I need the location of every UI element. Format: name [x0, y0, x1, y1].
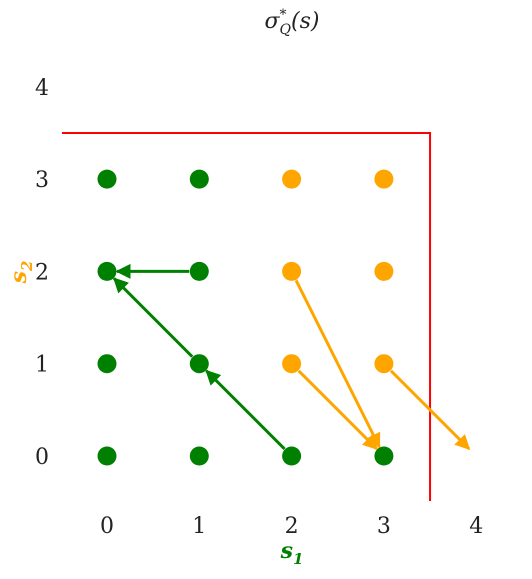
transition-arrow-4	[297, 369, 378, 450]
state-point-0-3	[97, 169, 117, 189]
y-axis-label: s2	[6, 261, 36, 285]
state-point-1-1	[189, 354, 209, 374]
x-tick-0: 0	[100, 514, 114, 539]
boundary-layer	[62, 131, 432, 501]
arrow-layer	[113, 263, 471, 450]
x-tick-2: 2	[285, 514, 299, 539]
state-point-3-3	[374, 169, 394, 189]
y-tick-1: 1	[35, 353, 49, 378]
y-tick-4: 4	[35, 76, 49, 101]
state-point-0-0	[97, 446, 117, 466]
point-layer	[97, 169, 394, 466]
x-axis-label: s1	[280, 538, 304, 568]
transition-arrow-3	[294, 279, 381, 449]
state-point-3-1	[374, 354, 394, 374]
y-tick-labels: 0 1 2 3 4	[35, 76, 49, 470]
transition-arrow-2	[205, 369, 286, 450]
state-point-3-0	[374, 446, 394, 466]
state-point-2-2	[282, 261, 302, 281]
state-point-2-1	[282, 354, 302, 374]
x-tick-4: 4	[469, 514, 483, 539]
state-point-1-2	[189, 261, 209, 281]
state-point-1-3	[189, 169, 209, 189]
state-point-3-2	[374, 261, 394, 281]
y-tick-2: 2	[35, 260, 49, 285]
state-point-2-3	[282, 169, 302, 189]
transition-arrow-5	[389, 369, 471, 450]
chart-title: σ* Q(s)	[265, 7, 320, 38]
state-point-1-0	[189, 446, 209, 466]
state-point-0-2	[97, 261, 117, 281]
transition-arrow-1	[113, 277, 194, 358]
state-point-0-1	[97, 354, 117, 374]
state-boundary-line	[62, 131, 432, 501]
x-tick-labels: 0 1 2 3 4	[100, 514, 483, 539]
y-tick-0: 0	[35, 445, 49, 470]
x-tick-3: 3	[377, 514, 391, 539]
y-tick-3: 3	[35, 168, 49, 193]
state-point-2-0	[282, 446, 302, 466]
x-tick-1: 1	[192, 514, 206, 539]
